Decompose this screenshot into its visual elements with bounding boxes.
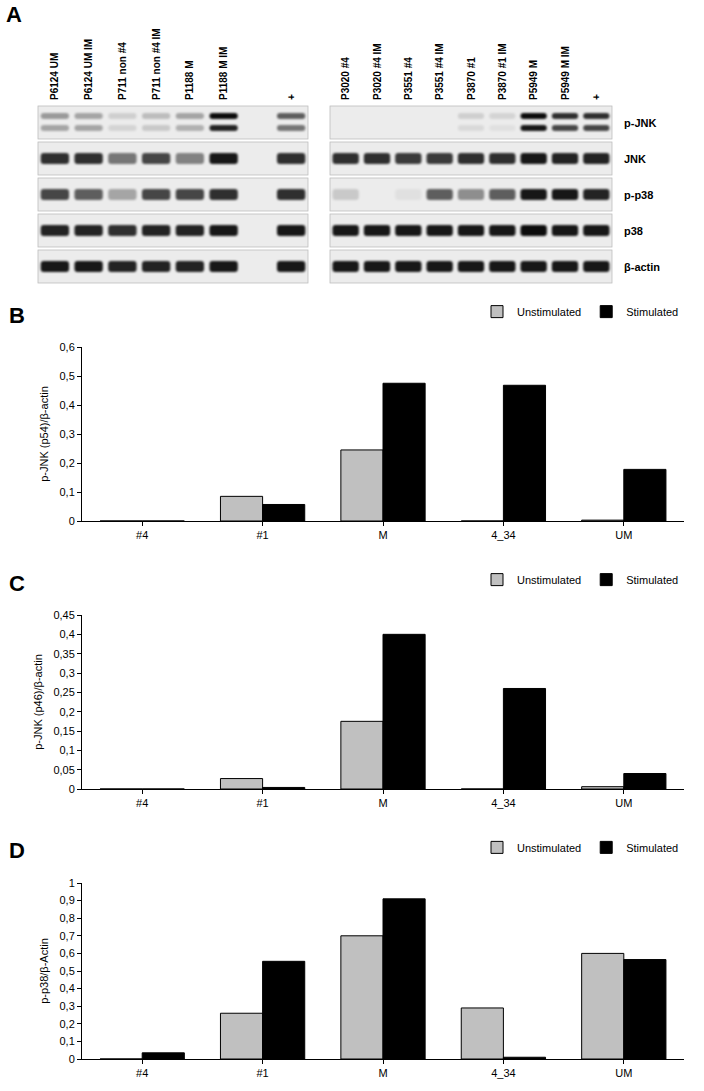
svg-text:0,05: 0,05 [53,764,74,776]
svg-text:B: B [9,303,25,328]
svg-text:4_34: 4_34 [491,1067,515,1079]
svg-text:D: D [9,838,25,863]
svg-text:P711 non #4: P711 non #4 [117,42,128,100]
svg-text:0,2: 0,2 [60,1018,75,1030]
svg-text:Unstimulated: Unstimulated [517,842,581,854]
svg-text:0,6: 0,6 [60,947,75,959]
svg-text:P1188 M IM: P1188 M IM [218,47,229,100]
svg-text:0,9: 0,9 [60,894,75,906]
svg-text:0,1: 0,1 [60,1035,75,1047]
svg-text:P3870 #1: P3870 #1 [466,57,477,100]
svg-text:0,25: 0,25 [53,686,74,698]
svg-text:0,45: 0,45 [53,609,74,621]
svg-text:1: 1 [69,877,75,889]
svg-text:Unstimulated: Unstimulated [517,306,581,318]
svg-text:M: M [378,529,387,541]
svg-text:0,7: 0,7 [60,930,75,942]
svg-text:P3020 #4: P3020 #4 [340,57,351,100]
svg-text:P3551 #4: P3551 #4 [403,57,414,100]
svg-text:#4: #4 [136,797,148,809]
svg-text:0,4: 0,4 [60,399,75,411]
svg-text:UM: UM [615,797,632,809]
svg-text:0,4: 0,4 [60,628,75,640]
svg-text:Unstimulated: Unstimulated [517,574,581,586]
svg-text:0,1: 0,1 [60,486,75,498]
svg-text:4_34: 4_34 [491,529,515,541]
svg-text:Stimulated: Stimulated [626,574,678,586]
svg-text:M: M [378,1067,387,1079]
svg-text:P6124 UM IM: P6124 UM IM [83,39,94,100]
svg-text:#4: #4 [136,1067,148,1079]
svg-text:P3551 #4 IM: P3551 #4 IM [434,43,445,100]
svg-text:p38: p38 [624,225,643,237]
svg-text:P5949 M IM: P5949 M IM [560,46,571,100]
svg-text:#1: #1 [256,797,268,809]
svg-text:JNK: JNK [624,153,646,165]
svg-text:0,3: 0,3 [60,667,75,679]
svg-text:0,6: 0,6 [60,341,75,353]
svg-text:#1: #1 [256,529,268,541]
svg-text:#4: #4 [136,529,148,541]
svg-text:UM: UM [615,1067,632,1079]
svg-text:Stimulated: Stimulated [626,306,678,318]
svg-text:0: 0 [69,783,75,795]
svg-text:4_34: 4_34 [491,797,515,809]
svg-text:P1188 M: P1188 M [184,61,195,100]
svg-text:+: + [591,94,602,100]
svg-text:0,35: 0,35 [53,648,74,660]
svg-text:P3870 #1 IM: P3870 #1 IM [497,43,508,100]
svg-text:P6124 UM: P6124 UM [49,53,60,100]
svg-text:p-p38: p-p38 [624,189,653,201]
svg-text:0,4: 0,4 [60,982,75,994]
svg-text:0,2: 0,2 [60,457,75,469]
svg-text:p-JNK (p54)/β-actin: p-JNK (p54)/β-actin [38,386,50,482]
svg-text:0: 0 [69,1053,75,1065]
svg-text:P5949 M: P5949 M [528,60,539,100]
svg-text:0,1: 0,1 [60,744,75,756]
svg-text:M: M [378,797,387,809]
svg-text:0,8: 0,8 [60,912,75,924]
svg-text:0,3: 0,3 [60,428,75,440]
svg-text:#1: #1 [256,1067,268,1079]
svg-text:+: + [286,94,297,100]
svg-text:Stimulated: Stimulated [626,842,678,854]
svg-text:UM: UM [615,529,632,541]
svg-text:A: A [6,2,22,27]
svg-text:0: 0 [69,515,75,527]
svg-text:P711 non #4 IM: P711 non #4 IM [151,28,162,100]
svg-text:0,5: 0,5 [60,965,75,977]
svg-text:p-JNK (p46)/β-actin: p-JNK (p46)/β-actin [32,654,44,750]
svg-text:0,2: 0,2 [60,706,75,718]
svg-text:C: C [9,571,25,596]
svg-text:β-actin: β-actin [624,261,660,273]
svg-text:p-p38/β-Actin: p-p38/β-Actin [38,938,50,1004]
svg-text:P3020 #4 IM: P3020 #4 IM [372,43,383,100]
svg-text:0,3: 0,3 [60,1000,75,1012]
svg-text:0,5: 0,5 [60,370,75,382]
svg-text:p-JNK: p-JNK [624,117,656,129]
svg-text:0,15: 0,15 [53,725,74,737]
